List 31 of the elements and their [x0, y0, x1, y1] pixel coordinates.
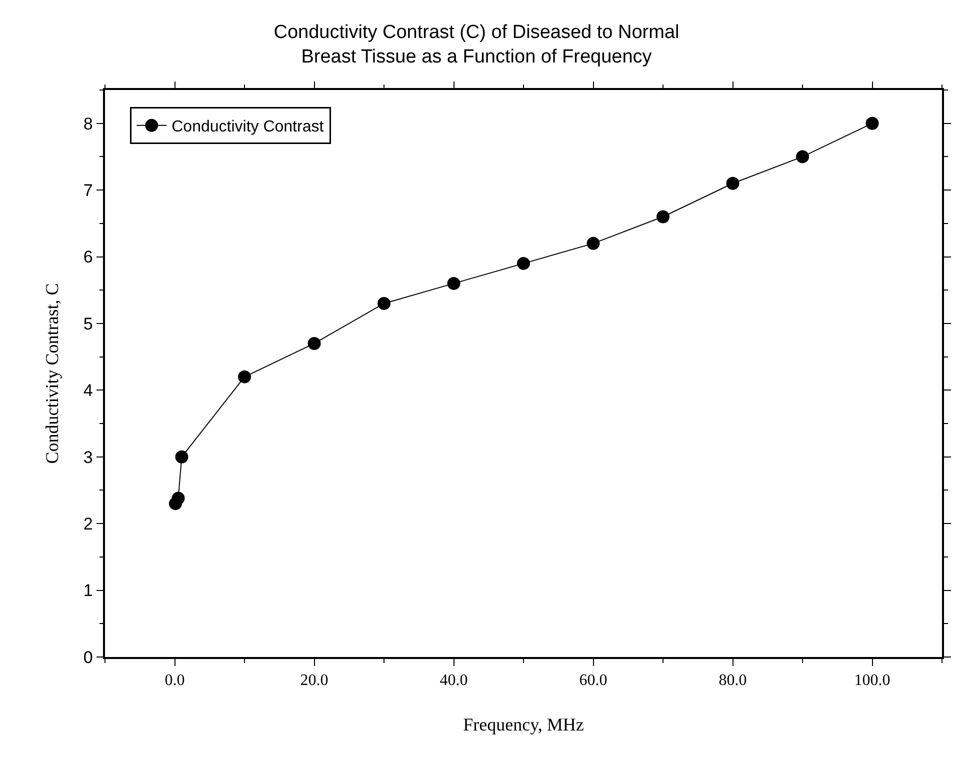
point: [172, 492, 185, 505]
x-tick-label: 60.0: [579, 672, 608, 689]
x-tick-label: 0.0: [164, 672, 185, 689]
point: [726, 176, 740, 190]
point: [586, 236, 600, 250]
x-tick-label: 80.0: [718, 672, 747, 689]
y-tick-label: 8: [83, 114, 93, 134]
y-axis-title: Conductivity Contrast, C: [42, 283, 62, 464]
y-tick-label: 2: [83, 514, 93, 534]
point: [656, 210, 670, 224]
point: [378, 296, 390, 310]
point: [866, 116, 879, 130]
point: [175, 450, 188, 464]
point: [308, 336, 321, 350]
y-tick-label: 5: [83, 314, 93, 334]
legend-label: Conductivity Contrast: [172, 118, 324, 136]
y-tick-label: 6: [83, 248, 93, 267]
x-axis-title: Frequency, MHz: [463, 714, 584, 735]
point: [517, 256, 530, 270]
x-tick-label: 20.0: [300, 672, 328, 689]
y-tick-label: 7: [83, 181, 93, 200]
y-tick-label: 4: [83, 381, 93, 400]
y-tick-label: 0: [83, 648, 93, 667]
y-tick-label: 3: [83, 448, 93, 467]
y-tick-label: 1: [83, 581, 93, 600]
point: [238, 370, 251, 384]
point: [796, 150, 809, 164]
x-tick-label: 100.0: [854, 672, 890, 689]
chart-title: Conductivity Contrast (C) of Diseased to Normal Breast Tissue as a Function of Frequency: [274, 22, 680, 68]
point: [447, 276, 460, 290]
x-tick-label: 40.0: [440, 672, 468, 689]
